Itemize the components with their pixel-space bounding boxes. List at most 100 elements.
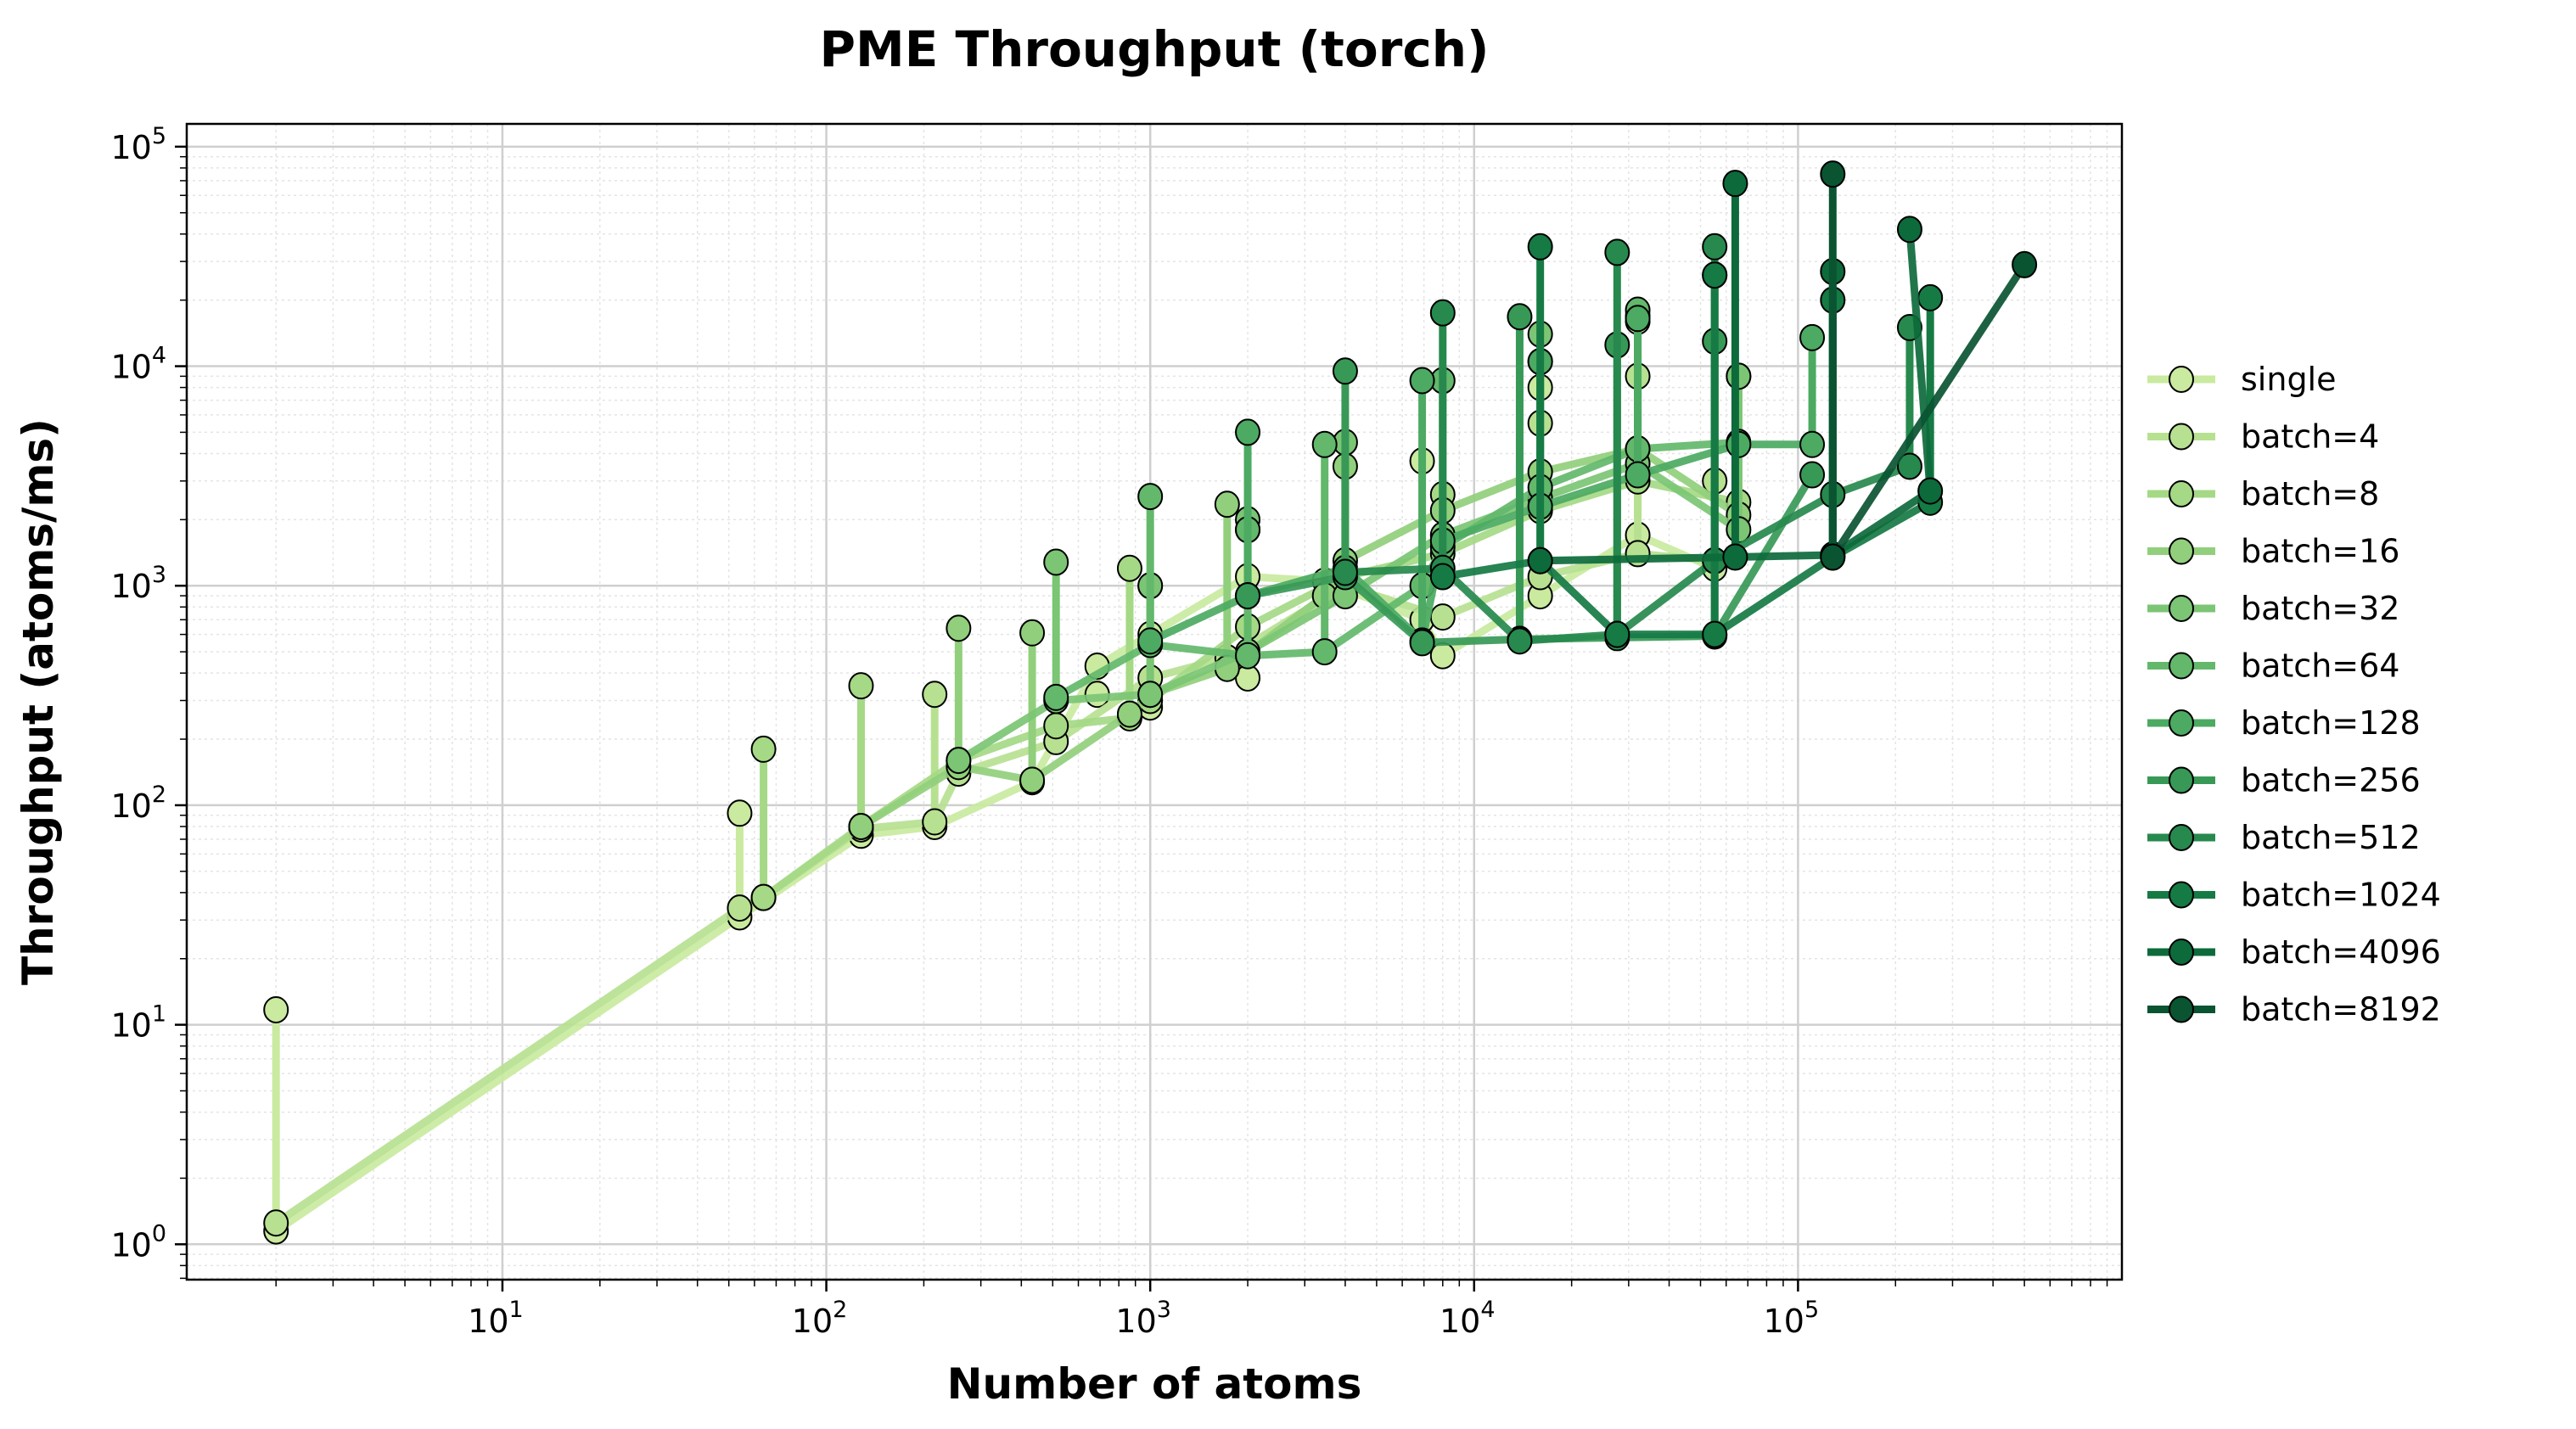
data-point bbox=[750, 735, 777, 763]
data-point bbox=[1043, 712, 1069, 740]
data-point bbox=[1137, 483, 1164, 511]
data-point bbox=[1409, 367, 1435, 395]
data-point bbox=[1332, 357, 1358, 385]
data-point bbox=[1507, 627, 1533, 655]
data-point bbox=[1214, 490, 1240, 518]
data-point bbox=[1429, 563, 1456, 591]
data-point bbox=[1019, 619, 1046, 647]
legend-item: batch=128 bbox=[2147, 704, 2421, 742]
legend-marker bbox=[2169, 595, 2194, 622]
data-point bbox=[1702, 620, 1728, 648]
data-point bbox=[1311, 638, 1338, 666]
legend-item: batch=16 bbox=[2147, 533, 2399, 570]
data-point bbox=[1702, 261, 1728, 289]
data-point bbox=[1722, 170, 1748, 198]
data-point bbox=[1604, 620, 1630, 648]
data-point bbox=[1722, 543, 1748, 571]
legend-item: single bbox=[2147, 361, 2337, 398]
legend-item: batch=64 bbox=[2147, 647, 2399, 685]
y-tick-label: 104 bbox=[110, 343, 166, 386]
legend-label: batch=4 bbox=[2241, 418, 2379, 456]
legend-marker bbox=[2169, 824, 2194, 851]
data-point bbox=[1235, 642, 1261, 670]
legend-item: batch=32 bbox=[2147, 590, 2399, 627]
data-point bbox=[1429, 299, 1456, 327]
legend-label: batch=1024 bbox=[2241, 877, 2441, 914]
data-point bbox=[922, 681, 948, 709]
data-point bbox=[1799, 461, 1826, 489]
data-point bbox=[1429, 642, 1456, 670]
legend-marker bbox=[2169, 652, 2194, 680]
series-line bbox=[1829, 262, 2028, 559]
legend-marker bbox=[2169, 766, 2194, 794]
data-point bbox=[1702, 233, 1728, 261]
data-point bbox=[1799, 323, 1826, 351]
legend-item: batch=8192 bbox=[2147, 991, 2441, 1028]
data-point bbox=[946, 614, 972, 642]
data-point bbox=[848, 812, 874, 840]
y-tick-label: 101 bbox=[110, 1001, 166, 1045]
data-point bbox=[1043, 548, 1069, 576]
data-point bbox=[1604, 238, 1630, 266]
data-point bbox=[1137, 627, 1164, 655]
data-point bbox=[1235, 582, 1261, 610]
ticks: 101 102 103 104 105 100 101 102 103 104 105 bbox=[110, 123, 2108, 1340]
y-tick-label: 103 bbox=[110, 562, 166, 605]
legend-marker bbox=[2169, 480, 2194, 507]
data-point bbox=[1116, 700, 1142, 728]
data-point bbox=[1429, 603, 1456, 631]
legend: single batch=4 batch=8 batch=16 batch=32 batc… bbox=[2147, 361, 2441, 1028]
data-point bbox=[1625, 305, 1651, 333]
data-point bbox=[1917, 283, 1944, 311]
data-point bbox=[1507, 303, 1533, 331]
legend-label: batch=32 bbox=[2241, 590, 2399, 627]
y-axis-label: Throughput (atoms/ms) bbox=[14, 418, 63, 985]
y-tick-label: 105 bbox=[110, 123, 166, 166]
legend-item: batch=256 bbox=[2147, 762, 2421, 799]
chart-title: PME Throughput (torch) bbox=[819, 20, 1489, 78]
legend-label: batch=8 bbox=[2241, 475, 2379, 513]
legend-marker bbox=[2169, 537, 2194, 565]
x-tick-label: 104 bbox=[1440, 1297, 1496, 1340]
data-point bbox=[750, 883, 777, 911]
data-point bbox=[727, 799, 753, 827]
x-tick-label: 105 bbox=[1764, 1297, 1820, 1340]
data-point bbox=[263, 1209, 289, 1237]
x-tick-label: 101 bbox=[468, 1297, 524, 1340]
legend-label: batch=8192 bbox=[2241, 991, 2441, 1028]
data-point bbox=[2012, 250, 2038, 278]
x-axis-label: Number of atoms bbox=[947, 1359, 1362, 1409]
legend-marker bbox=[2169, 939, 2194, 966]
series-marks bbox=[263, 160, 2038, 1245]
data-point bbox=[1527, 233, 1553, 261]
legend-marker bbox=[2169, 709, 2194, 737]
data-point bbox=[1137, 681, 1164, 709]
data-point bbox=[1896, 452, 1922, 480]
data-point bbox=[848, 672, 874, 700]
legend-item: batch=4096 bbox=[2147, 933, 2441, 971]
data-point bbox=[1896, 216, 1922, 244]
data-point bbox=[1625, 461, 1651, 489]
legend-item: batch=8 bbox=[2147, 475, 2379, 513]
data-point bbox=[1799, 430, 1826, 458]
legend-label: batch=256 bbox=[2241, 762, 2421, 799]
legend-item: batch=4 bbox=[2147, 418, 2379, 456]
series-batch-8192 bbox=[1820, 160, 2038, 571]
data-point bbox=[922, 808, 948, 836]
legend-label: batch=128 bbox=[2241, 704, 2421, 742]
legend-label: batch=16 bbox=[2241, 533, 2399, 570]
legend-label: batch=64 bbox=[2241, 647, 2399, 685]
data-point bbox=[946, 747, 972, 775]
legend-marker bbox=[2169, 423, 2194, 451]
data-point bbox=[1311, 430, 1338, 458]
data-point bbox=[1332, 558, 1358, 586]
data-point bbox=[1917, 477, 1944, 505]
grid bbox=[187, 124, 2122, 1280]
data-point bbox=[1235, 418, 1261, 446]
data-point bbox=[1019, 766, 1046, 794]
x-tick-label: 102 bbox=[792, 1297, 848, 1340]
data-point bbox=[1409, 629, 1435, 657]
legend-label: batch=4096 bbox=[2241, 933, 2441, 971]
